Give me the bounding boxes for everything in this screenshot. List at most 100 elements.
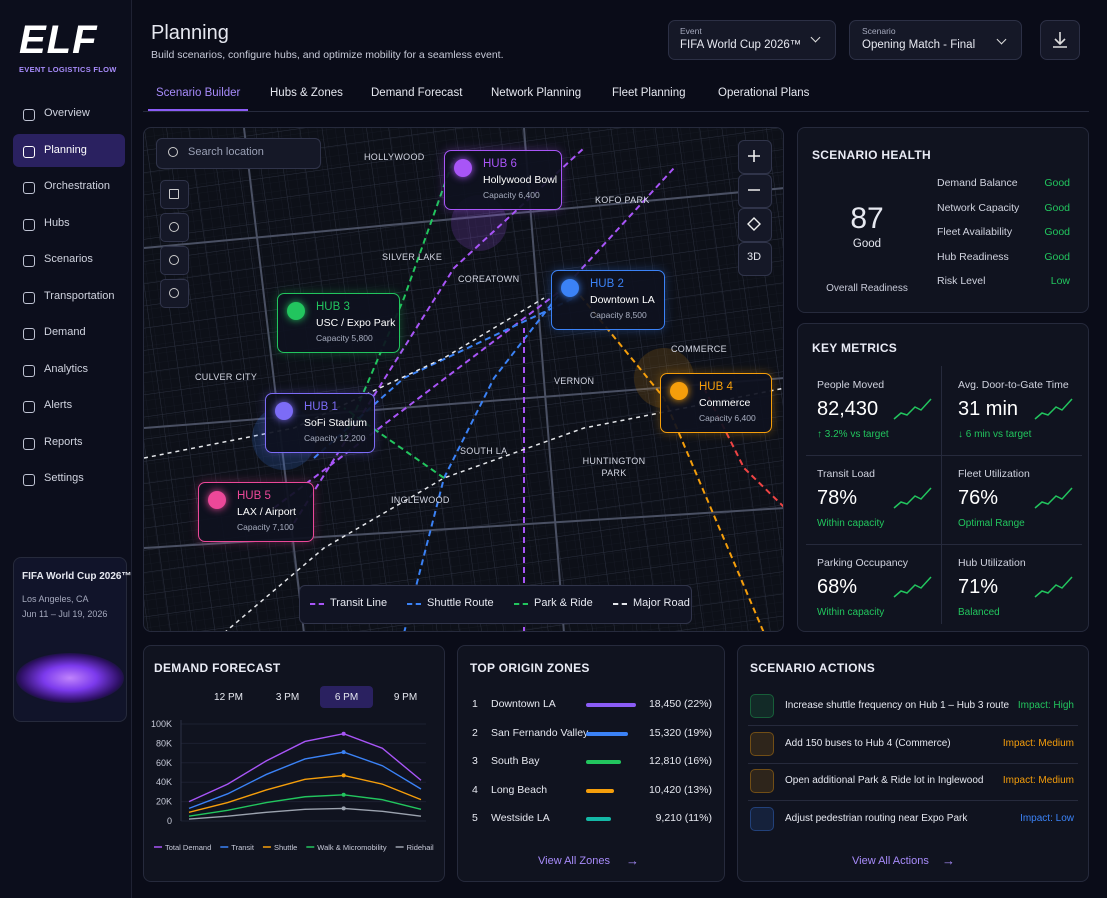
metric-sub: Within capacity [817,518,885,529]
zone-bar [586,703,636,707]
map-control[interactable] [738,208,772,242]
map-tool[interactable] [160,180,189,209]
zone-bar [586,760,621,764]
peak-point [341,731,346,736]
tool-icon [169,222,179,232]
map-control[interactable] [738,242,772,276]
hub-id: HUB 5 [237,490,271,502]
zone-name: South Bay [491,755,540,767]
nav-item[interactable]: Transportation [44,289,115,302]
zones-link[interactable]: View All Zones [538,855,610,867]
event-card [13,557,127,722]
sparkline [893,576,932,598]
nav-icon [23,437,35,450]
health-caption: Overall Readiness [826,283,908,294]
action-text[interactable]: Adjust pedestrian routing near Expo Park [785,813,968,825]
nav-item[interactable]: Hubs [44,216,70,229]
zone-value: 9,210 (11%) [655,812,712,824]
time-tab[interactable]: 6 PM [334,692,359,703]
legend-label: Shuttle Route [427,597,494,609]
hub-capacity: Capacity 5,800 [316,333,373,343]
view-3d[interactable]: 3D [747,251,762,263]
map-control[interactable] [738,174,772,208]
nav-item[interactable]: Alerts [44,399,73,411]
zone-value: 10,420 (13%) [648,783,712,796]
panel-title: SCENARIO ACTIONS [750,661,876,675]
time-tab[interactable]: 9 PM [393,692,418,703]
search-icon [168,147,178,157]
event-dropdown[interactable] [668,20,836,60]
sparkline-path [1034,576,1073,598]
nav-item[interactable]: Reports [44,435,83,448]
map-panel: Search location 3D HOLLYWOOD KOFO PARK SILVE… [143,127,784,632]
action-text[interactable]: Add 150 buses to Hub 4 (Commerce) [785,737,951,749]
tab[interactable]: Network Planning [491,87,582,99]
tab[interactable]: Demand Forecast [371,87,463,99]
zone-bar [586,731,628,736]
download-button[interactable] [1040,20,1080,60]
nav-item[interactable]: Analytics [44,362,89,375]
zone-rank: 1 [472,698,478,710]
map-control[interactable] [738,140,772,174]
place-label: SOUTH LA [460,446,508,456]
hub-card[interactable] [198,482,314,542]
time-tab[interactable]: 3 PM [275,692,300,703]
metric-sub: ↓ 6 min vs target [958,429,1032,440]
locate-icon [747,217,761,231]
actions-link[interactable]: View All Actions [852,855,929,867]
metric-value: 68% [817,576,858,598]
tab[interactable]: Scenario Builder [156,87,241,99]
hub-capacity: Capacity 6,400 [699,413,756,423]
nav-item[interactable]: Planning [44,143,87,156]
map-tool[interactable] [160,279,189,308]
stadium-glow [16,653,124,703]
metric-label: Transit Load [817,468,875,480]
link-arrow: → [942,853,955,868]
actions-panel: SCENARIO ACTIONS Increase shuttle frequen… [737,645,1089,882]
health-score: 87 [850,202,884,235]
metric-label: Fleet Utilization [958,468,1030,480]
search-box[interactable] [156,138,321,169]
peak-point [341,806,346,811]
panel-title: DEMAND FORECAST [154,661,281,675]
action-text[interactable]: Increase shuttle frequency on Hub 1 – Hu… [785,700,1010,711]
nav-item[interactable]: Demand [44,326,86,338]
event-dates: Jun 11 – Jul 19, 2026 [22,609,108,619]
metric-value: 82,430 [817,398,879,420]
zone-value: 12,810 (16%) [648,755,712,767]
sparkline-path [893,398,932,420]
metric-label: Avg. Door-to-Gate Time [958,379,1069,391]
scenario-dropdown[interactable] [849,20,1022,60]
place-label: COMMERCE [671,344,727,354]
y-tick-label: 40K [156,777,172,787]
zone-name: Downtown LA [491,698,556,710]
divider [941,366,942,624]
nav-item[interactable]: Settings [44,472,84,484]
tab[interactable]: Fleet Planning [612,87,686,99]
tab[interactable]: Operational Plans [718,87,810,99]
nav-icon [23,255,35,267]
series-line [188,751,422,810]
demand-panel: DEMAND FORECAST 12 PM 3 PM 6 PM 9 PM 0 20K 40K 6… [143,645,445,882]
nav-item[interactable]: Orchestration [44,180,111,192]
nav-item[interactable]: Scenarios [44,253,93,265]
action-icon [750,769,774,794]
place-label: SILVER LAKE [382,252,443,262]
time-tab[interactable]: 12 PM [214,692,243,703]
health-status: Good [1044,201,1070,214]
action-text[interactable]: Open additional Park & Ride lot in Ingle… [785,775,984,787]
zone-rank: 4 [472,783,478,796]
tab[interactable]: Hubs & Zones [270,87,343,99]
page-title: Planning [151,22,229,44]
series-line [188,807,422,820]
nav-icon [23,145,35,158]
nav-icon [23,328,35,340]
metric-value: 78% [817,487,858,509]
hub-name: Hollywood Bowl [483,174,558,186]
health-status: Low [1050,275,1070,287]
nav-item[interactable]: Overview [44,107,90,119]
series-line [188,794,422,817]
hub-icon [454,159,472,177]
legend-label: Transit [231,843,255,852]
scenario-label: Scenario [862,26,896,36]
